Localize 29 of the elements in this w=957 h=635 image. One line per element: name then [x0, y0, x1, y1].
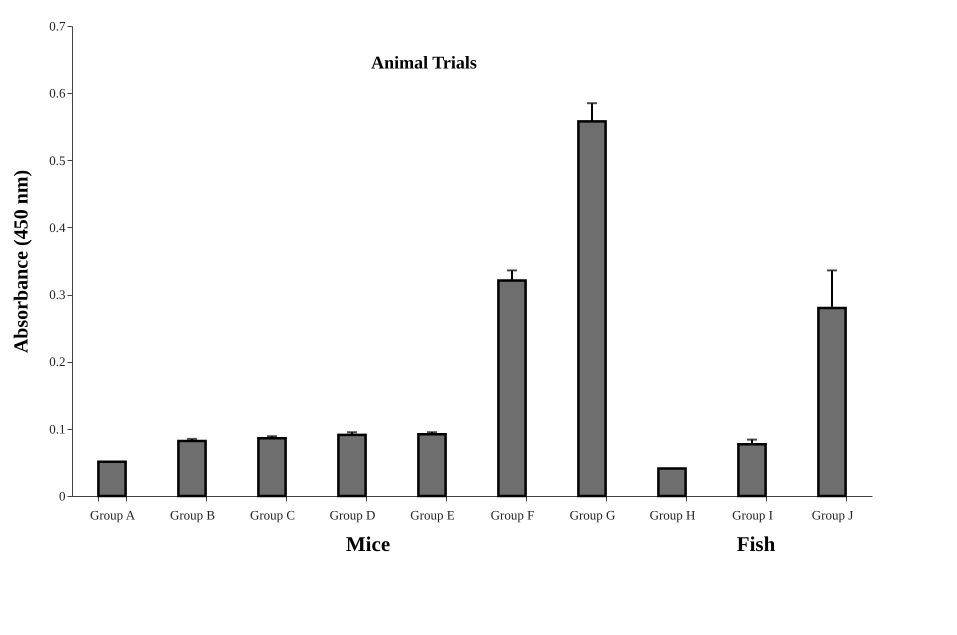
bar — [737, 443, 767, 498]
x-tick-label: Group F — [490, 508, 534, 522]
x-tick-label: Group J — [812, 508, 854, 522]
y-tick-label: 0.2 — [49, 354, 66, 370]
x-tick-label: Group B — [170, 508, 216, 522]
y-tick-label: 0 — [59, 488, 66, 504]
text: Animal Trials — [371, 52, 477, 73]
y-tick-label: 0.7 — [49, 18, 66, 34]
bar — [417, 432, 447, 498]
x-tick-label: Group H — [650, 508, 696, 522]
bar — [257, 437, 287, 498]
bar — [97, 460, 127, 498]
x-tick-label: Group I — [732, 508, 773, 522]
text: Mice — [346, 532, 390, 556]
y-tick-label: 0.4 — [49, 220, 66, 235]
y-axis-title: Absorbance (450 nm) — [10, 170, 32, 354]
bar — [177, 440, 207, 498]
x-tick-label: Group E — [410, 508, 455, 522]
x-tick-label: Group C — [250, 508, 296, 522]
y-tick-label: 0.6 — [49, 86, 66, 101]
x-tick-label: Group D — [330, 508, 376, 522]
y-tick-label: 0.1 — [49, 421, 66, 436]
y-tick-label: 0.3 — [49, 287, 66, 302]
bar — [337, 434, 367, 498]
x-tick-label: Group G — [570, 508, 616, 522]
text: Fish — [736, 532, 776, 556]
x-tick-label: Group A — [90, 508, 136, 522]
bar — [657, 467, 687, 498]
y-tick-label: 0.5 — [49, 152, 66, 168]
